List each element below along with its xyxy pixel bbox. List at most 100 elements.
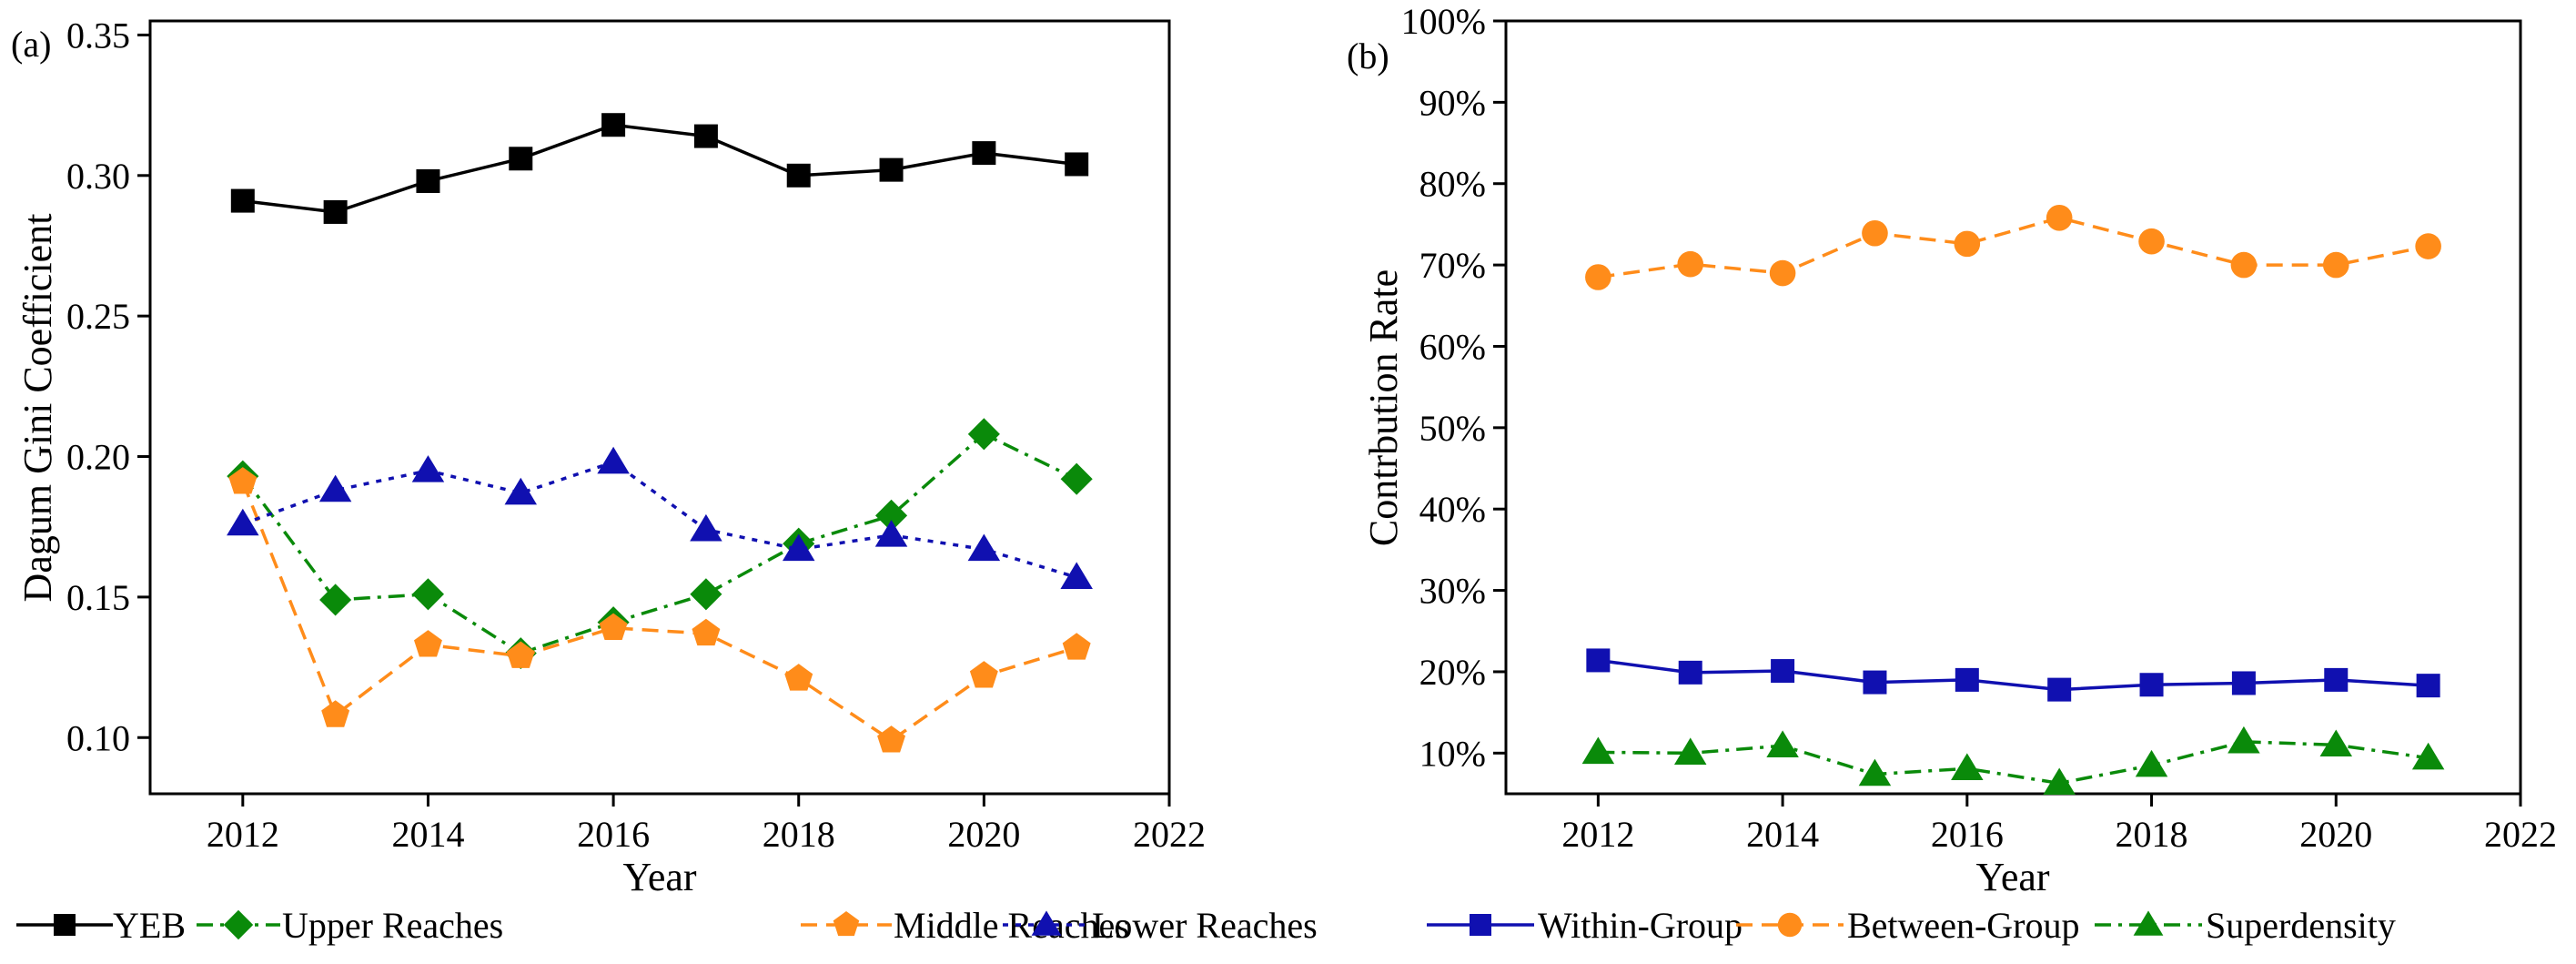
data-point (786, 163, 811, 188)
x-tick-label: 2014 (1746, 814, 1819, 855)
series-yeb (230, 113, 1089, 224)
data-point (416, 168, 440, 193)
panel-a: 2012 2014 2016 2018 2020 2022 0.10 0.15 0.20 0.25… (11, 15, 1318, 946)
y-tick-label: 0.25 (66, 296, 130, 337)
data-point (874, 499, 908, 532)
panel-b: 2012 2014 2016 2018 2020 2022 10% 20% 30% 40% 50% 6… (1347, 1, 2557, 946)
y-tick-label: 0.10 (66, 717, 130, 758)
y-tick-label: 70% (1419, 245, 1486, 286)
data-point (1586, 648, 1611, 673)
legend-label: Within-Group (1538, 905, 1743, 946)
data-point (2324, 667, 2349, 692)
y-tick-label: 100% (1401, 1, 1486, 42)
data-point (967, 533, 1001, 562)
legend-marker (833, 911, 860, 937)
data-point (1677, 250, 1704, 278)
legend-entry: Middle Reaches (801, 905, 1129, 946)
data-point (1771, 659, 1795, 684)
legend-marker (1777, 912, 1803, 938)
data-point (599, 613, 628, 640)
data-point (1062, 633, 1091, 660)
legend-entry: Superdensity (2095, 905, 2396, 946)
data-point (411, 578, 445, 611)
data-point (692, 618, 721, 646)
x-tick-label: 2016 (1931, 814, 2004, 855)
data-point (318, 474, 352, 502)
data-point (690, 513, 722, 542)
legend-label: Lower Reaches (1092, 905, 1318, 946)
legend-entry: Upper Reaches (197, 905, 503, 946)
data-point (877, 726, 906, 753)
data-point (1065, 152, 1089, 177)
series-superdensity (1581, 726, 2445, 796)
x-tick-label: 2020 (947, 814, 1020, 855)
series-line (1598, 216, 2429, 279)
data-point (972, 141, 996, 166)
y-tick-label: 20% (1419, 652, 1486, 693)
data-point (230, 188, 255, 213)
data-point (2319, 729, 2353, 757)
data-point (2411, 742, 2445, 770)
series-line (1598, 740, 2429, 786)
y-tick-label: 90% (1419, 82, 1486, 123)
data-point (1585, 264, 1611, 290)
data-point (509, 147, 533, 171)
legend-label: YEB (113, 905, 186, 946)
series-upper-reaches (227, 418, 1093, 670)
series-line (241, 431, 1077, 655)
data-point (969, 661, 998, 688)
data-point (2043, 767, 2076, 796)
data-point (506, 641, 535, 668)
x-tick-label: 2022 (2484, 814, 2557, 855)
legend-marker (54, 914, 76, 936)
data-point (874, 520, 908, 547)
data-point (227, 508, 259, 536)
legend-entry: Lower Reaches (1003, 905, 1318, 946)
series-middle-reaches (228, 467, 1091, 753)
data-point (967, 418, 1000, 451)
data-point (601, 113, 626, 137)
data-point (1060, 562, 1093, 589)
x-tick-label: 2014 (391, 814, 464, 855)
data-point (1951, 753, 1984, 780)
data-point (1678, 660, 1702, 685)
x-tick-label: 2018 (763, 814, 835, 855)
x-axis-title: Year (622, 855, 696, 899)
legend-marker (223, 909, 254, 940)
series-lower-reaches (227, 446, 1093, 589)
x-tick-label: 2012 (207, 814, 279, 855)
x-tick-label: 2020 (2299, 814, 2372, 855)
data-point (693, 124, 718, 148)
series-line (242, 460, 1077, 579)
legend-entry: Within-Group (1427, 905, 1743, 946)
data-point (1581, 736, 1615, 765)
series-line (241, 481, 1077, 743)
data-point (2322, 251, 2349, 279)
data-point (2227, 726, 2260, 754)
y-tick-label: 30% (1419, 571, 1486, 612)
data-point (504, 477, 538, 505)
legend-entry: Between-Group (1736, 905, 2079, 946)
x-tick-label: 2022 (1133, 814, 1206, 855)
y-tick-label: 60% (1419, 326, 1486, 367)
series-line (1598, 658, 2429, 692)
data-point (1858, 758, 1892, 786)
legend-label: Superdensity (2206, 905, 2396, 946)
legend-label: Between-Group (1847, 905, 2079, 946)
x-tick-label: 2018 (2116, 814, 2188, 855)
data-point (2138, 228, 2165, 255)
data-point (784, 664, 813, 691)
y-tick-label: 0.20 (66, 437, 130, 478)
data-point (1766, 730, 1799, 757)
data-point (1863, 670, 1887, 695)
y-tick-label: 0.35 (66, 15, 130, 56)
legend-entry: YEB (16, 905, 186, 946)
data-point (413, 630, 442, 657)
data-point (228, 467, 258, 494)
data-point (1673, 737, 1707, 765)
plot-frame (148, 19, 1171, 796)
data-point (1060, 462, 1093, 495)
y-tick-label: 40% (1419, 489, 1486, 530)
y-axis-title: Contrbution Rate (1361, 269, 1406, 546)
